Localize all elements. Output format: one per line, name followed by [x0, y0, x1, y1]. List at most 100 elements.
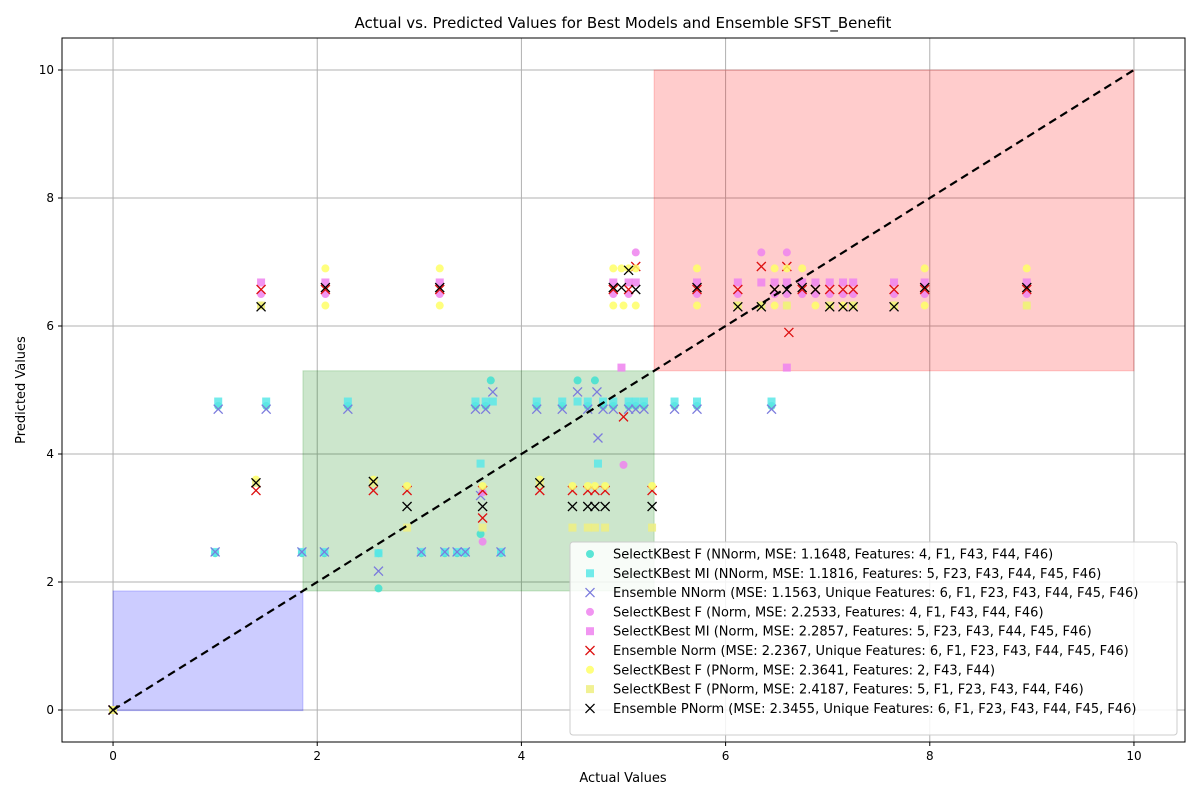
data-point	[582, 501, 593, 512]
data-point	[373, 566, 384, 577]
data-point	[256, 284, 267, 295]
data-point	[838, 301, 848, 312]
data-point	[557, 404, 568, 415]
data-point	[623, 284, 634, 295]
legend-entry: SelectKBest MI (NNorm, MSE: 1.1816, Feat…	[613, 567, 1101, 582]
data-point	[434, 282, 445, 293]
data-point	[257, 278, 266, 287]
data-point	[368, 476, 379, 487]
legend-marker	[586, 665, 594, 674]
data-point	[319, 546, 330, 557]
data-point	[534, 485, 545, 496]
data-point	[631, 248, 640, 257]
data-point	[601, 482, 610, 490]
data-point	[572, 386, 583, 397]
data-point	[1022, 301, 1031, 310]
data-point	[849, 278, 858, 287]
x-tick-label: 4	[518, 749, 526, 763]
data-point	[825, 301, 834, 310]
data-point	[630, 284, 641, 295]
data-point	[732, 284, 743, 295]
data-point	[623, 265, 634, 276]
data-point	[478, 523, 487, 532]
legend-entry: Ensemble Norm (MSE: 2.2367, Unique Featu…	[613, 644, 1129, 659]
data-point	[825, 278, 834, 287]
data-point	[532, 397, 541, 406]
data-point	[257, 290, 266, 298]
data-point	[1021, 282, 1032, 293]
data-point	[609, 397, 618, 406]
data-point	[573, 397, 582, 406]
y-tick-label: 4	[46, 447, 54, 461]
legend-marker	[586, 550, 594, 558]
data-point	[534, 477, 545, 488]
legend-marker	[585, 645, 595, 656]
data-point	[590, 482, 599, 490]
series-3	[108, 386, 777, 715]
data-point	[733, 278, 742, 287]
data-point	[889, 301, 900, 312]
data-point	[481, 397, 490, 406]
data-point	[568, 523, 577, 532]
data-point	[582, 404, 593, 415]
chart-title: Actual vs. Predicted Values for Best Mod…	[355, 14, 892, 33]
data-point	[692, 282, 702, 293]
data-point	[838, 284, 848, 295]
data-point	[756, 261, 767, 272]
x-tick-label: 6	[722, 749, 730, 763]
data-point	[692, 284, 702, 295]
data-point	[733, 290, 742, 298]
data-point	[434, 284, 445, 295]
y-tick-label: 6	[46, 319, 54, 333]
x-tick-label: 10	[1126, 749, 1141, 763]
data-point	[477, 501, 488, 512]
data-point	[478, 537, 487, 546]
data-point	[609, 278, 618, 287]
data-point	[757, 301, 766, 310]
legend-marker	[586, 607, 594, 616]
legend-marker	[585, 587, 595, 598]
data-point	[608, 284, 619, 295]
data-point	[648, 523, 657, 532]
data-point	[374, 549, 383, 558]
data-point	[402, 501, 413, 512]
data-point	[797, 284, 808, 295]
data-point	[435, 301, 444, 310]
data-point	[589, 501, 600, 512]
data-point	[486, 376, 495, 385]
legend-marker	[585, 703, 595, 714]
data-point	[782, 290, 791, 298]
data-point	[798, 264, 807, 273]
data-point	[810, 284, 821, 295]
data-point	[374, 584, 383, 593]
data-point	[601, 523, 610, 532]
data-point	[251, 477, 261, 488]
data-point	[838, 278, 847, 287]
data-point	[296, 546, 307, 557]
legend-entry: SelectKBest F (PNorm, MSE: 2.4187, Featu…	[613, 683, 1084, 698]
data-point	[630, 404, 641, 415]
data-point	[478, 488, 487, 497]
data-point	[403, 482, 412, 490]
data-point	[213, 404, 224, 415]
data-point	[600, 501, 611, 512]
data-point	[591, 386, 602, 397]
data-point	[261, 404, 272, 415]
data-point	[262, 397, 271, 406]
data-point	[693, 278, 702, 287]
data-point	[476, 459, 485, 468]
data-point	[647, 501, 658, 512]
legend-entry: SelectKBest F (Norm, MSE: 2.2533, Featur…	[613, 605, 1044, 620]
data-point	[439, 546, 450, 557]
data-point	[608, 404, 619, 415]
data-point	[256, 301, 267, 312]
data-point	[590, 376, 599, 385]
data-point	[480, 404, 491, 415]
data-point	[618, 411, 629, 422]
data-point	[797, 282, 808, 293]
y-axis-label: Predicted Values	[14, 336, 29, 444]
data-point	[616, 282, 627, 293]
y-tick-label: 8	[46, 191, 54, 205]
data-point	[623, 404, 634, 415]
data-point	[838, 301, 847, 310]
